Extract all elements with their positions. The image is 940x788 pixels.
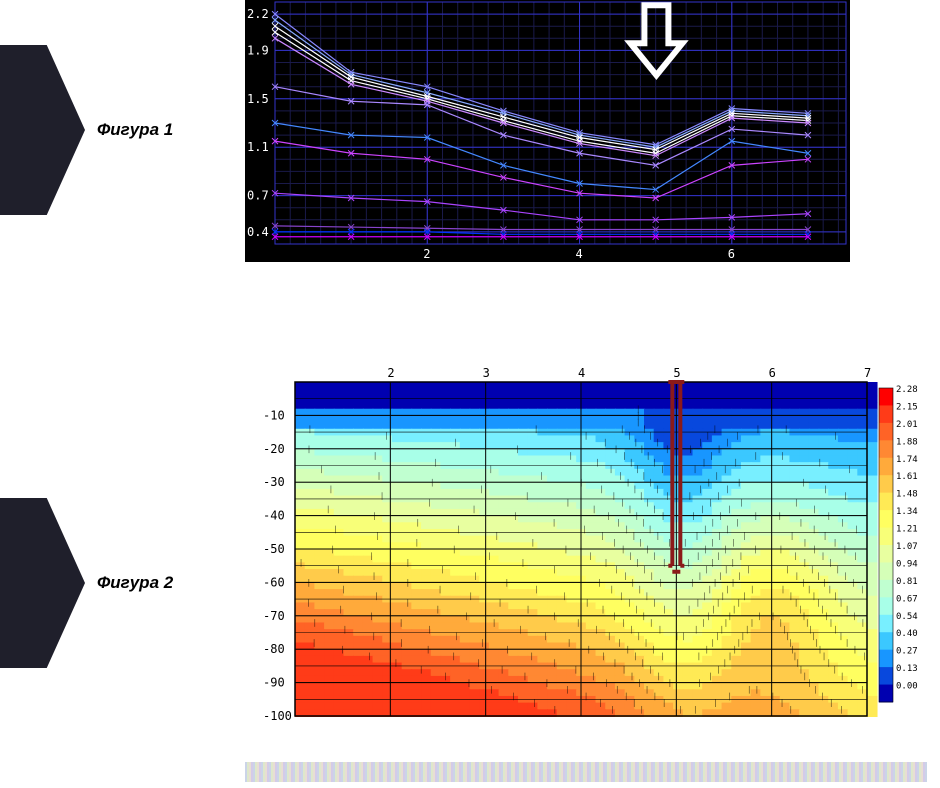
heatmap-chart: 2 3 4 5 6 7 -10 -20 -30 -40 -50 -60 -70 -80 -90 -100 2.2… <box>245 362 927 724</box>
svg-text:1.5: 1.5 <box>247 92 269 106</box>
svg-text:-60: -60 <box>263 575 285 589</box>
figure-2-label: Фигура 2 <box>97 573 173 593</box>
svg-text:1.1: 1.1 <box>247 140 269 154</box>
svg-text:1.61: 1.61 <box>896 472 918 482</box>
svg-text:-100: -100 <box>263 709 292 723</box>
line-chart: 0.4 0.7 1.1 1.5 1.9 2.2 2 4 6 <box>245 0 850 262</box>
svg-text:0.27: 0.27 <box>896 647 918 657</box>
svg-text:0.13: 0.13 <box>896 664 918 674</box>
svg-text:0.40: 0.40 <box>896 629 918 639</box>
svg-text:-40: -40 <box>263 509 285 523</box>
svg-text:6: 6 <box>728 247 735 261</box>
svg-text:2.01: 2.01 <box>896 420 918 430</box>
svg-text:5: 5 <box>673 366 680 380</box>
svg-text:0.94: 0.94 <box>896 559 918 569</box>
svg-text:-10: -10 <box>263 408 285 422</box>
svg-text:1.07: 1.07 <box>896 542 918 552</box>
pentagon-shape <box>0 498 85 668</box>
svg-text:0.67: 0.67 <box>896 594 918 604</box>
heatmap-chart-svg: 2 3 4 5 6 7 -10 -20 -30 -40 -50 -60 -70 -80 -90 -100 2.2… <box>245 362 927 724</box>
svg-text:1.48: 1.48 <box>896 490 918 500</box>
svg-text:0.4: 0.4 <box>247 225 269 239</box>
svg-text:-70: -70 <box>263 609 285 623</box>
figure-1-label: Фигура 1 <box>97 120 173 140</box>
svg-text:2: 2 <box>423 247 430 261</box>
figure-1-label-group: Фигура 1 <box>0 45 173 215</box>
svg-text:0.00: 0.00 <box>896 682 918 692</box>
svg-text:1.9: 1.9 <box>247 43 269 57</box>
svg-text:6: 6 <box>769 366 776 380</box>
figure-2-label-group: Фигура 2 <box>0 498 173 668</box>
svg-text:7: 7 <box>864 366 871 380</box>
svg-text:0.81: 0.81 <box>896 577 918 587</box>
svg-text:4: 4 <box>578 366 585 380</box>
svg-text:2.2: 2.2 <box>247 7 269 21</box>
noise-strip <box>245 762 927 782</box>
svg-text:2.15: 2.15 <box>896 402 918 412</box>
svg-text:-50: -50 <box>263 542 285 556</box>
svg-text:2.28: 2.28 <box>896 385 918 395</box>
pentagon-shape <box>0 45 85 215</box>
svg-text:-80: -80 <box>263 642 285 656</box>
svg-text:-20: -20 <box>263 442 285 456</box>
svg-text:1.21: 1.21 <box>896 525 918 535</box>
svg-text:0.7: 0.7 <box>247 189 269 203</box>
svg-text:4: 4 <box>576 247 583 261</box>
svg-text:-90: -90 <box>263 676 285 690</box>
svg-text:1.34: 1.34 <box>896 507 918 517</box>
svg-text:1.88: 1.88 <box>896 437 918 447</box>
line-chart-svg: 0.4 0.7 1.1 1.5 1.9 2.2 2 4 6 <box>245 0 850 262</box>
svg-text:1.74: 1.74 <box>896 455 918 465</box>
svg-text:0.54: 0.54 <box>896 612 918 622</box>
svg-text:3: 3 <box>483 366 490 380</box>
svg-text:-30: -30 <box>263 475 285 489</box>
svg-text:2: 2 <box>387 366 394 380</box>
